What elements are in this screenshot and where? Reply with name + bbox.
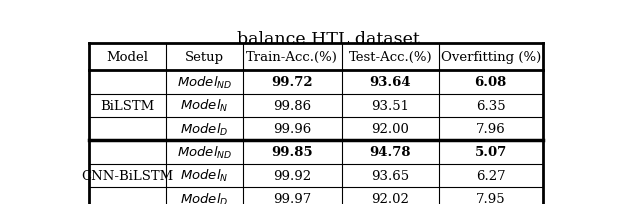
Text: 6.08: 6.08 — [475, 76, 507, 89]
Text: 7.95: 7.95 — [476, 192, 506, 204]
Text: $\mathit{Model}_{D}$: $\mathit{Model}_{D}$ — [180, 121, 228, 137]
Text: 99.97: 99.97 — [273, 192, 312, 204]
Text: 7.96: 7.96 — [476, 122, 506, 135]
Text: Model: Model — [106, 51, 148, 63]
Text: 99.85: 99.85 — [271, 146, 313, 159]
Text: balance HTL dataset: balance HTL dataset — [237, 31, 419, 48]
Text: Train-Acc.(%): Train-Acc.(%) — [246, 51, 338, 63]
Text: 99.92: 99.92 — [273, 169, 311, 182]
Text: Overfitting (%): Overfitting (%) — [440, 51, 541, 63]
Text: $\mathit{Model}_{ND}$: $\mathit{Model}_{ND}$ — [177, 144, 232, 160]
Text: $\mathit{Model}_{ND}$: $\mathit{Model}_{ND}$ — [177, 74, 232, 90]
Text: Test-Acc.(%): Test-Acc.(%) — [348, 51, 432, 63]
Text: 94.78: 94.78 — [369, 146, 411, 159]
Text: 93.64: 93.64 — [369, 76, 411, 89]
Text: $\mathit{Model}_{D}$: $\mathit{Model}_{D}$ — [180, 191, 228, 204]
Text: $\mathit{Model}_{N}$: $\mathit{Model}_{N}$ — [180, 98, 228, 114]
Text: Setup: Setup — [185, 51, 224, 63]
Text: 6.27: 6.27 — [476, 169, 506, 182]
Text: 93.65: 93.65 — [371, 169, 410, 182]
Text: 93.51: 93.51 — [371, 99, 409, 112]
Text: CNN-BiLSTM: CNN-BiLSTM — [81, 169, 173, 182]
Text: BiLSTM: BiLSTM — [100, 99, 154, 112]
Text: 92.00: 92.00 — [371, 122, 409, 135]
Text: 99.72: 99.72 — [271, 76, 313, 89]
Text: 99.86: 99.86 — [273, 99, 311, 112]
Text: $\mathit{Model}_{N}$: $\mathit{Model}_{N}$ — [180, 167, 228, 183]
Text: 99.96: 99.96 — [273, 122, 312, 135]
Text: 6.35: 6.35 — [476, 99, 506, 112]
Text: 5.07: 5.07 — [475, 146, 507, 159]
Text: 92.02: 92.02 — [371, 192, 409, 204]
